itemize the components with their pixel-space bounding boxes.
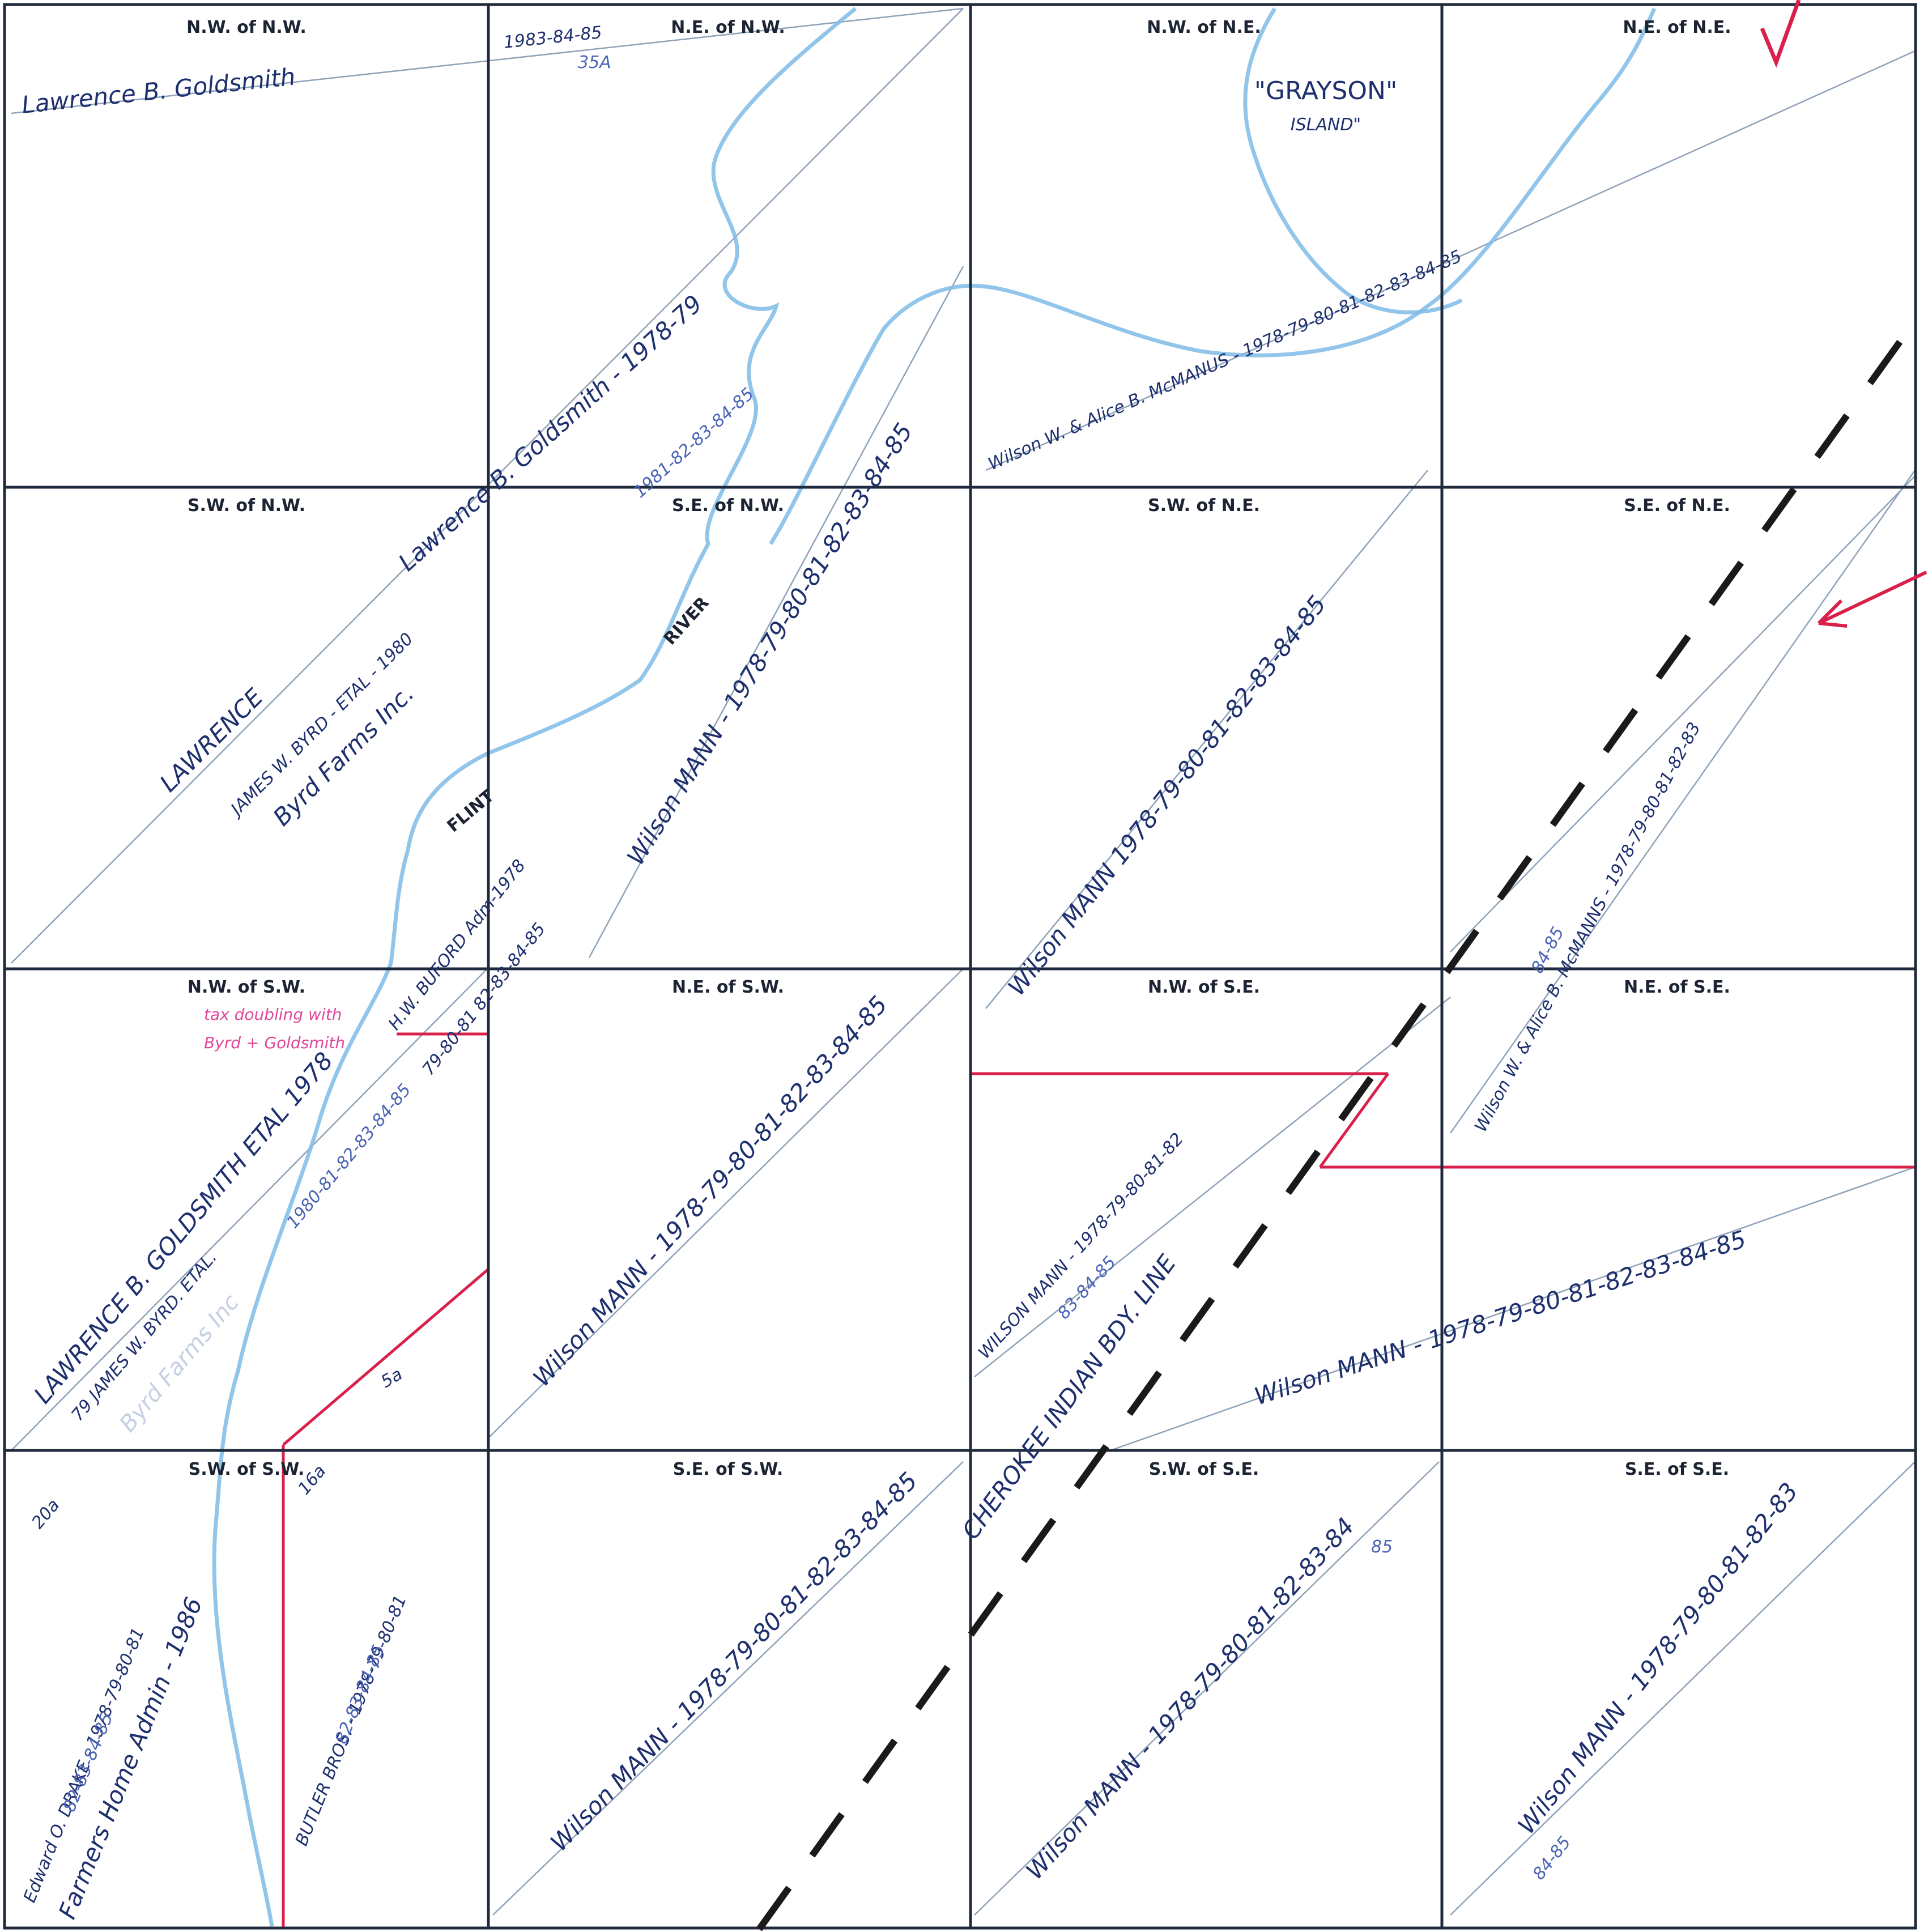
cell-label: S.W. of S.E. bbox=[1149, 1459, 1259, 1479]
cell-label: N.E. of N.W. bbox=[671, 18, 785, 37]
diagonal-guides bbox=[11, 7, 1916, 1916]
check-mark-icon bbox=[1760, 0, 1801, 68]
note-tax-doubling: tax doubling with bbox=[204, 1005, 342, 1024]
cell-label: N.E. of S.W. bbox=[672, 977, 784, 997]
cell-label: N.W. of N.W. bbox=[186, 18, 307, 37]
cell-label: N.E. of S.E. bbox=[1624, 977, 1730, 997]
cell-label: N.W. of N.E. bbox=[1147, 18, 1261, 37]
cell-label: N.W. of S.W. bbox=[188, 977, 305, 997]
note-byrd-goldsmith: Byrd + Goldsmith bbox=[204, 1033, 345, 1052]
arrow-icon bbox=[1817, 571, 1927, 628]
cell-label: S.W. of N.E. bbox=[1148, 496, 1260, 516]
cell-label: S.E. of N.E. bbox=[1624, 496, 1730, 516]
cell-labels: N.W. of N.W. N.E. of N.W. N.W. of N.E. N… bbox=[186, 18, 1731, 1479]
owner-nw-nw-sub: 35A bbox=[578, 53, 611, 73]
cell-label: S.E. of N.W. bbox=[672, 496, 784, 516]
cell-label: S.E. of S.W. bbox=[673, 1459, 784, 1479]
owner-sw-se-sub: 85 bbox=[1371, 1537, 1393, 1557]
red-marks bbox=[1760, 0, 1927, 628]
cell-label: S.W. of S.W. bbox=[189, 1459, 305, 1479]
section-grid bbox=[3, 3, 1917, 1930]
cherokee-boundary-line bbox=[756, 326, 1912, 1931]
cell-label: N.E. of N.E. bbox=[1623, 18, 1731, 37]
cell-label: N.W. of S.E. bbox=[1148, 977, 1260, 997]
island-name-2: ISLAND" bbox=[1291, 115, 1361, 135]
cell-label: S.E. of S.E. bbox=[1625, 1459, 1729, 1479]
island-name: "GRAYSON" bbox=[1254, 76, 1397, 105]
flint-river bbox=[212, 7, 1657, 1927]
cell-label: S.W. of N.W. bbox=[188, 496, 305, 516]
